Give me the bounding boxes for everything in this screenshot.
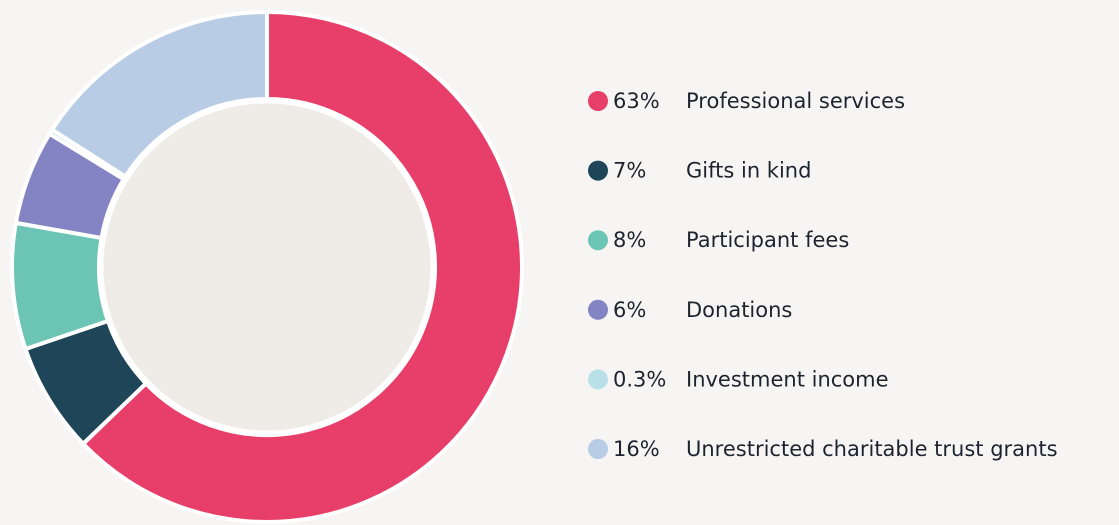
legend-value: 6% — [613, 298, 646, 322]
legend-swatch — [588, 91, 608, 111]
legend-value: 8% — [613, 228, 646, 252]
donut-hole — [98, 98, 436, 436]
legend-swatch — [588, 230, 608, 251]
legend-label: Gifts in kind — [686, 159, 811, 183]
legend-label: Investment income — [686, 367, 889, 391]
legend-label: Participant fees — [686, 228, 849, 252]
legend-swatch — [588, 369, 608, 390]
legend-label: Professional services — [686, 89, 905, 113]
legend-value: 63% — [613, 89, 660, 113]
legend-swatch — [588, 299, 608, 320]
legend-label: Donations — [686, 298, 792, 322]
legend-value: 0.3% — [613, 367, 666, 391]
legend-value: 16% — [613, 437, 660, 461]
legend-swatch — [588, 439, 608, 459]
legend-swatch — [588, 160, 608, 181]
legend-value: 7% — [613, 159, 646, 183]
legend-label: Unrestricted charitable trust grants — [686, 437, 1058, 461]
